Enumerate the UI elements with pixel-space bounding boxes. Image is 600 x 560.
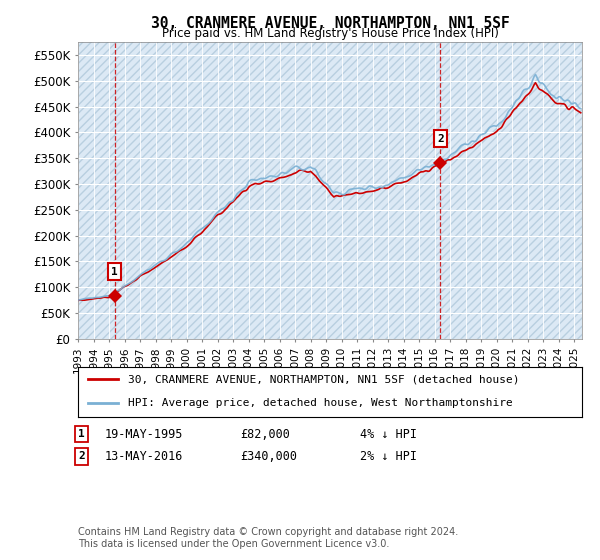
Text: 13-MAY-2016: 13-MAY-2016 <box>105 450 184 463</box>
Text: 1: 1 <box>78 429 85 439</box>
Text: 30, CRANMERE AVENUE, NORTHAMPTON, NN1 5SF (detached house): 30, CRANMERE AVENUE, NORTHAMPTON, NN1 5S… <box>128 375 520 384</box>
Text: 30, CRANMERE AVENUE, NORTHAMPTON, NN1 5SF: 30, CRANMERE AVENUE, NORTHAMPTON, NN1 5S… <box>151 16 509 31</box>
Text: £82,000: £82,000 <box>240 427 290 441</box>
Text: 2: 2 <box>78 451 85 461</box>
Text: £340,000: £340,000 <box>240 450 297 463</box>
Text: 19-MAY-1995: 19-MAY-1995 <box>105 427 184 441</box>
Text: 2% ↓ HPI: 2% ↓ HPI <box>360 450 417 463</box>
Text: 4% ↓ HPI: 4% ↓ HPI <box>360 427 417 441</box>
Text: Price paid vs. HM Land Registry's House Price Index (HPI): Price paid vs. HM Land Registry's House … <box>161 27 499 40</box>
Text: HPI: Average price, detached house, West Northamptonshire: HPI: Average price, detached house, West… <box>128 398 513 408</box>
Text: 1: 1 <box>112 267 118 277</box>
Text: 2: 2 <box>437 133 444 143</box>
Text: Contains HM Land Registry data © Crown copyright and database right 2024.
This d: Contains HM Land Registry data © Crown c… <box>78 527 458 549</box>
